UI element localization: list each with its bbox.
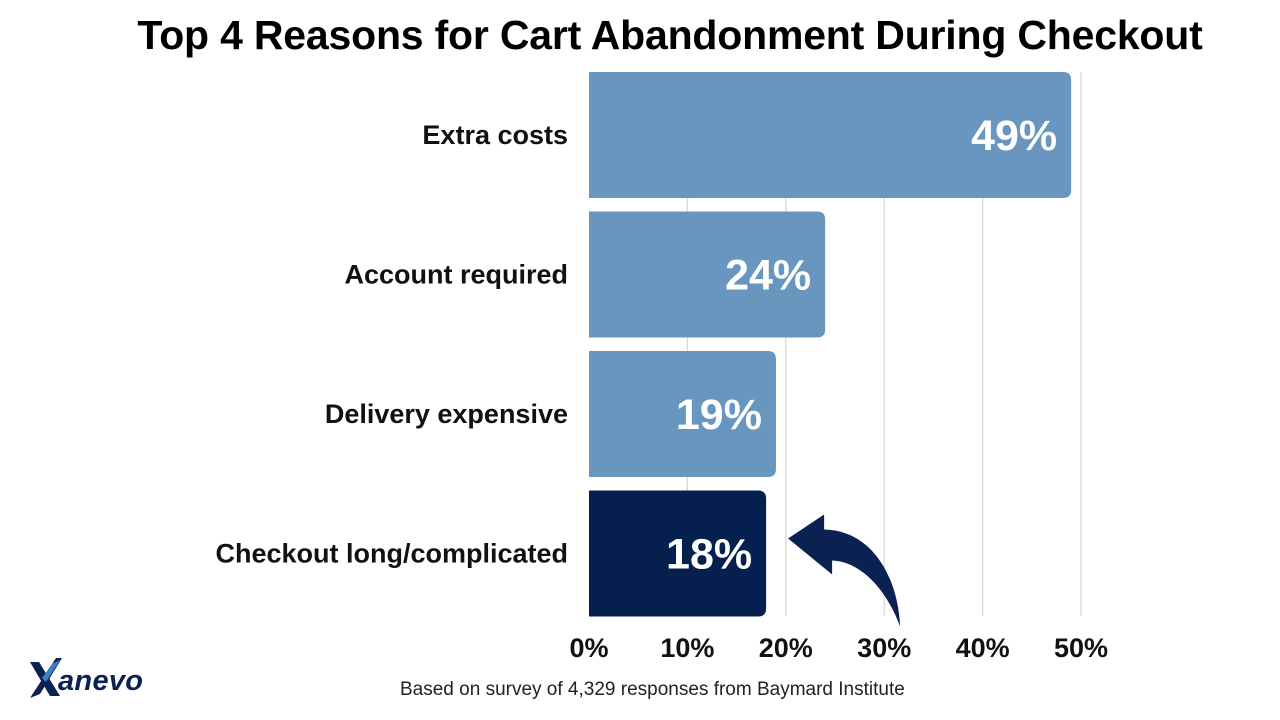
x-tick-label: 40% [956,633,1010,663]
bar-value-label: 24% [725,252,811,300]
bars: Extra costs 49% Account required 24% Deliver… [215,72,1072,617]
x-axis-ticks: 0% 10% 20% 30% 40% 50% [569,633,1108,663]
category-label: Extra costs [422,120,568,150]
bar-1 [589,72,1072,198]
chart-title: Top 4 Reasons for Cart Abandonment Durin… [137,12,1203,58]
category-label: Account required [344,260,568,290]
bar-value-label: 49% [971,112,1057,160]
category-label: Checkout long/complicated [215,539,568,569]
bar-3 [589,351,776,477]
bar-value-label: 19% [676,391,762,439]
x-tick-label: 50% [1054,633,1108,663]
bar-value-label: 18% [666,531,752,579]
category-label: Delivery expensive [325,399,568,429]
bar-2 [589,211,826,338]
footnote: Based on survey of 4,329 responses from … [400,679,905,700]
logo-text: anevo [58,664,144,697]
x-tick-label: 30% [857,633,911,663]
annotation-arrow-icon [788,514,901,627]
company-logo: anevo [26,654,143,702]
bar-4 [589,490,767,617]
x-tick-label: 10% [660,633,714,663]
x-tick-label: 0% [569,633,608,663]
x-tick-label: 20% [759,633,813,663]
x-logo-icon [30,658,62,698]
